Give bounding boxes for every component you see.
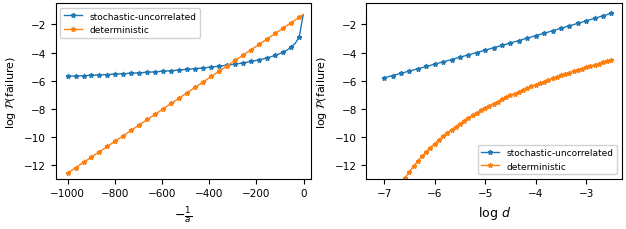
deterministic: [603, 60, 611, 63]
stochastic-uncorrelated: [582, 20, 590, 23]
X-axis label: $-\frac{1}{a}$: $-\frac{1}{a}$: [174, 204, 192, 225]
stochastic-uncorrelated: [124, 73, 131, 76]
Line: stochastic-uncorrelated: stochastic-uncorrelated: [382, 12, 614, 81]
stochastic-uncorrelated: [144, 72, 151, 74]
deterministic: [104, 145, 111, 148]
stochastic-uncorrelated: [140, 72, 147, 75]
deterministic: [381, 218, 388, 221]
stochastic-uncorrelated: [64, 76, 71, 78]
stochastic-uncorrelated: [299, 14, 307, 17]
deterministic: [464, 117, 472, 120]
Line: deterministic: deterministic: [382, 58, 614, 222]
stochastic-uncorrelated: [435, 62, 443, 65]
stochastic-uncorrelated: [603, 14, 611, 17]
deterministic: [406, 171, 413, 173]
stochastic-uncorrelated: [423, 66, 430, 68]
Y-axis label: log $\mathcal{P}$(failure): log $\mathcal{P}$(failure): [4, 55, 18, 128]
deterministic: [582, 67, 590, 69]
deterministic: [435, 139, 443, 142]
stochastic-uncorrelated: [131, 72, 139, 75]
X-axis label: log $d$: log $d$: [478, 204, 511, 221]
deterministic: [299, 14, 307, 17]
deterministic: [423, 151, 430, 153]
deterministic: [144, 119, 151, 121]
stochastic-uncorrelated: [381, 77, 388, 80]
Y-axis label: log $\mathcal{P}$(failure): log $\mathcal{P}$(failure): [316, 55, 329, 128]
deterministic: [64, 172, 71, 175]
deterministic: [140, 121, 147, 124]
stochastic-uncorrelated: [406, 70, 413, 73]
deterministic: [124, 132, 131, 135]
stochastic-uncorrelated: [212, 66, 219, 69]
stochastic-uncorrelated: [608, 13, 615, 16]
deterministic: [212, 73, 219, 76]
deterministic: [131, 127, 139, 129]
Legend: stochastic-uncorrelated, deterministic: stochastic-uncorrelated, deterministic: [478, 145, 617, 174]
stochastic-uncorrelated: [104, 74, 111, 76]
Legend: stochastic-uncorrelated, deterministic: stochastic-uncorrelated, deterministic: [60, 9, 200, 38]
deterministic: [608, 59, 615, 62]
Line: stochastic-uncorrelated: stochastic-uncorrelated: [65, 13, 305, 79]
Line: deterministic: deterministic: [65, 13, 305, 176]
stochastic-uncorrelated: [464, 54, 472, 57]
